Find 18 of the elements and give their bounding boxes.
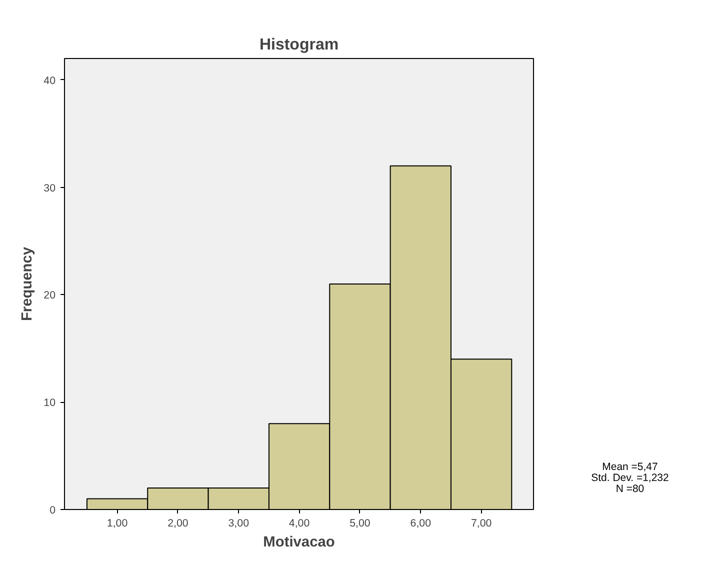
x-tick-label: 5,00	[350, 518, 370, 530]
x-tick-label: 2,00	[168, 518, 188, 530]
text: Std. Dev. =1,232	[591, 472, 669, 484]
y-tick-label: 0	[50, 504, 56, 516]
x-tick-label: 3,00	[228, 518, 250, 530]
x-axis-title: Motivacao	[263, 534, 335, 550]
y-tick-label: 30	[44, 182, 56, 194]
text: Mean =5,47	[602, 461, 658, 473]
x-tick-label: 6,00	[410, 518, 432, 530]
chart-title: Histogram	[259, 36, 339, 54]
y-tick-label: 40	[44, 74, 56, 87]
y-tick-label: 20	[44, 290, 56, 302]
x-tick-label: 7,00	[470, 518, 492, 530]
x-tick-label: 1,00	[106, 518, 128, 530]
y-tick-label: 10	[44, 397, 56, 410]
text: N =80	[616, 483, 644, 495]
y-axis-title: Frequency	[20, 246, 36, 322]
x-tick-label: 4,00	[288, 518, 310, 530]
